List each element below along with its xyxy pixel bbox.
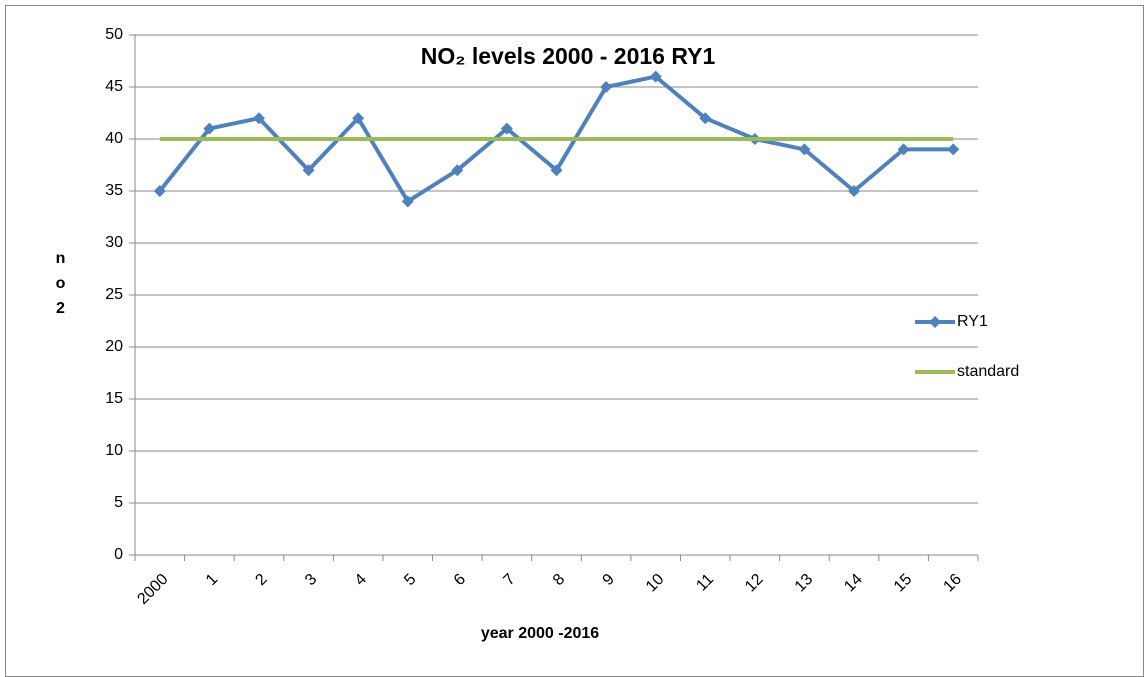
data-point [897, 143, 910, 156]
data-point [649, 70, 662, 83]
data-point [252, 112, 265, 125]
data-point [550, 164, 563, 177]
y-tick-label: 45 [105, 78, 123, 95]
data-point [600, 81, 613, 93]
data-point [798, 143, 811, 156]
data-point [203, 122, 216, 135]
chart-border [5, 5, 1144, 677]
data-point [451, 164, 464, 177]
data-point [401, 195, 414, 208]
x-axis-label: year 2000 -2016 [481, 625, 599, 642]
chart-title: NO₂ levels 2000 - 2016 RY1 [421, 43, 716, 69]
legend-label: RY1 [957, 313, 988, 330]
y-tick-label: 20 [105, 338, 123, 355]
y-tick-label: 40 [105, 130, 123, 147]
y-tick-label: 15 [105, 390, 123, 407]
y-tick-label: 5 [114, 494, 123, 511]
data-point [947, 143, 960, 156]
y-tick-label: 25 [105, 286, 123, 303]
data-point [352, 112, 365, 125]
y-tick-label: 0 [114, 546, 123, 563]
y-tick-label: 30 [105, 234, 123, 251]
y-tick-label: 10 [105, 442, 123, 459]
y-tick-label: 50 [105, 26, 123, 43]
data-point [848, 185, 861, 197]
legend-marker [929, 316, 941, 328]
data-point [699, 112, 712, 125]
y-tick-label: 35 [105, 182, 123, 199]
data-point [302, 164, 315, 177]
y-axis-label: no2 [52, 250, 69, 325]
data-point [153, 185, 166, 197]
legend-label: standard [957, 363, 1019, 380]
data-point [500, 122, 513, 135]
